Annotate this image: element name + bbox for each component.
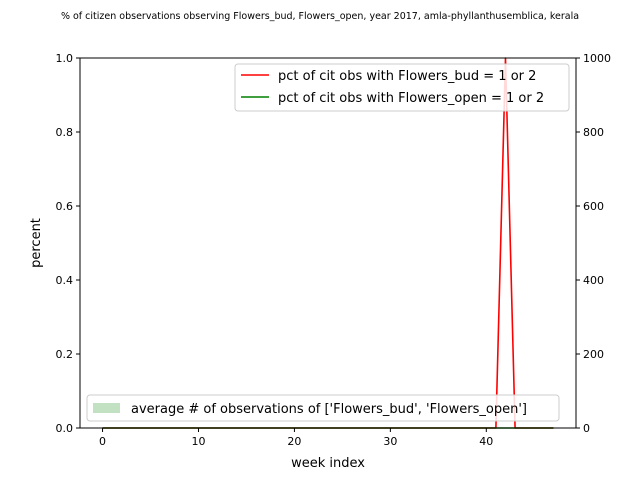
legend-label-observations: average # of observations of ['Flowers_b… <box>131 402 527 417</box>
plot-area <box>80 58 576 428</box>
legend-label-bud: pct of cit obs with Flowers_bud = 1 or 2 <box>278 69 536 84</box>
x-tick-label: 30 <box>383 435 397 448</box>
y-tick-label: 1.0 <box>56 52 74 65</box>
plot-frame <box>79 57 577 429</box>
y-tick-label: 0.2 <box>56 348 74 361</box>
x-tick-label: 20 <box>287 435 301 448</box>
y2-tick-label: 600 <box>583 200 604 213</box>
y2-tick-label: 200 <box>583 348 604 361</box>
x-tick-label: 10 <box>191 435 205 448</box>
legend-lines: pct of cit obs with Flowers_bud = 1 or 2… <box>234 63 570 112</box>
y2-tick-label: 400 <box>583 274 604 287</box>
y2-tick-label: 800 <box>583 126 604 139</box>
y-tick-label: 0.4 <box>56 274 74 287</box>
y2-tick-label: 0 <box>583 422 590 435</box>
x-axis-ticks: 0 10 20 30 40 <box>99 428 493 448</box>
y-tick-label: 0.8 <box>56 126 74 139</box>
legend-swatch-observations <box>93 403 120 413</box>
x-tick-label: 0 <box>99 435 106 448</box>
y2-axis-ticks: 0 200 400 600 800 1000 <box>576 52 611 435</box>
chart-title: % of citizen observations observing Flow… <box>61 11 579 22</box>
legend-area: average # of observations of ['Flowers_b… <box>86 394 560 422</box>
x-tick-label: 40 <box>479 435 493 448</box>
x-axis-label: week index <box>291 456 365 471</box>
y-axis-ticks: 0.0 0.2 0.4 0.6 0.8 1.0 <box>56 52 80 435</box>
y-tick-label: 0.6 <box>56 200 74 213</box>
y-axis-label: percent <box>29 218 44 268</box>
legend-label-open: pct of cit obs with Flowers_open = 1 or … <box>278 91 544 106</box>
y-tick-label: 0.0 <box>56 422 74 435</box>
y2-tick-label: 1000 <box>583 52 611 65</box>
